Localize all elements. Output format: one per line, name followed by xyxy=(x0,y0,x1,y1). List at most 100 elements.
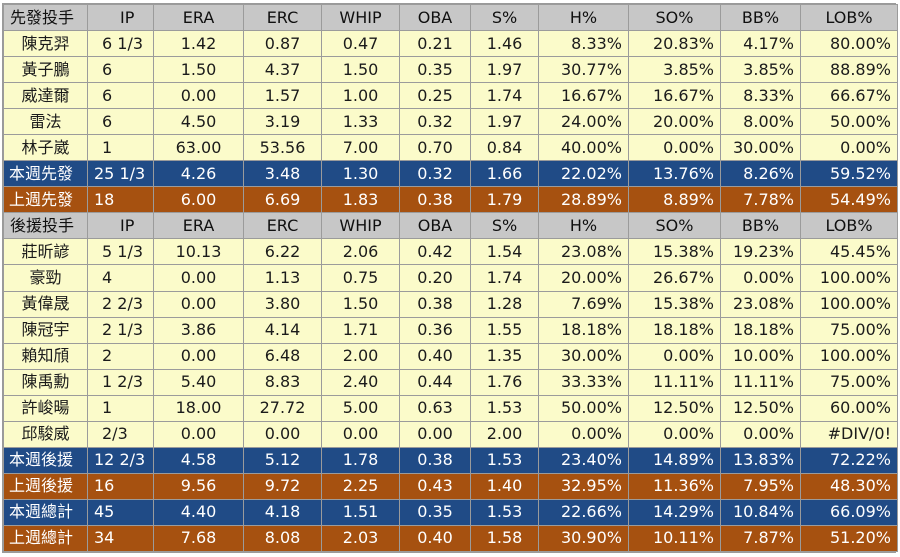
whip-cell: 2.03 xyxy=(321,524,400,553)
era-cell: 5.40 xyxy=(153,368,244,396)
name-cell: 威達爾 xyxy=(3,82,88,110)
h-pct-cell: 0.00% xyxy=(538,420,629,448)
name-cell: 黃偉晟 xyxy=(3,290,88,318)
bb-pct-cell: 8.26% xyxy=(720,160,801,188)
s-pct-cell: 1.40 xyxy=(470,472,539,500)
starter-row: 雷法 6 4.50 3.19 1.33 0.32 1.97 24.00% 20.00% 8.00%… xyxy=(3,108,898,136)
oba-cell: 0.32 xyxy=(399,108,471,136)
so-pct-cell: 0.00% xyxy=(628,420,721,448)
bb-pct-cell: 19.23% xyxy=(720,238,801,266)
header-h-pct-cell: H% xyxy=(538,3,629,32)
era-cell: 1.42 xyxy=(153,30,244,58)
reliever-row: 豪勁 4 0.00 1.13 0.75 0.20 1.74 20.00% 26.67% 0.00%… xyxy=(3,264,898,292)
bb-pct-cell: 11.11% xyxy=(720,368,801,396)
s-pct-cell: 0.84 xyxy=(470,134,539,162)
header-s-pct-cell: S% xyxy=(470,212,539,240)
starter-row: 黃子鵬 6 1.50 4.37 1.50 0.35 1.97 30.77% 3.85% 3.85%… xyxy=(3,56,898,84)
bb-pct-cell: 30.00% xyxy=(720,134,801,162)
lob-pct-cell: 59.52% xyxy=(800,160,898,188)
bb-pct-cell: 4.17% xyxy=(720,30,801,58)
oba-cell: 0.43 xyxy=(399,472,471,500)
name-cell: 陳冠宇 xyxy=(3,316,88,344)
s-pct-cell: 1.74 xyxy=(470,82,539,110)
bb-pct-cell: 10.84% xyxy=(720,498,801,526)
s-pct-cell: 1.97 xyxy=(470,108,539,136)
erc-cell: 4.18 xyxy=(243,498,322,526)
bb-pct-cell: 10.00% xyxy=(720,342,801,370)
bb-pct-cell: 12.50% xyxy=(720,394,801,422)
lob-pct-cell: 54.49% xyxy=(800,186,898,214)
era-cell: 6.00 xyxy=(153,186,244,214)
h-pct-cell: 33.33% xyxy=(538,368,629,396)
whip-cell: 1.71 xyxy=(321,316,400,344)
name-cell: 本週總計 xyxy=(3,498,88,526)
ip-cell: 1 xyxy=(87,394,154,422)
whip-cell: 0.00 xyxy=(321,420,400,448)
whip-cell: 5.00 xyxy=(321,394,400,422)
so-pct-cell: 12.50% xyxy=(628,394,721,422)
this-week-relievers-row: 本週後援 12 2/3 4.58 5.12 1.78 0.38 1.53 23.40% 14.8… xyxy=(3,446,898,474)
whip-cell: 2.40 xyxy=(321,368,400,396)
whip-cell: 1.78 xyxy=(321,446,400,474)
oba-cell: 0.42 xyxy=(399,238,471,266)
erc-cell: 9.72 xyxy=(243,472,322,500)
ip-cell: 1 xyxy=(87,134,154,162)
era-cell: 4.58 xyxy=(153,446,244,474)
header-ip-cell: IP xyxy=(87,212,154,240)
header-lob-pct-cell: LOB% xyxy=(800,212,898,240)
lob-pct-cell: 51.20% xyxy=(800,524,898,553)
whip-cell: 1.00 xyxy=(321,82,400,110)
header-oba-cell: OBA xyxy=(399,212,471,240)
s-pct-cell: 1.55 xyxy=(470,316,539,344)
whip-cell: 1.51 xyxy=(321,498,400,526)
h-pct-cell: 18.18% xyxy=(538,316,629,344)
s-pct-cell: 1.79 xyxy=(470,186,539,214)
h-pct-cell: 20.00% xyxy=(538,264,629,292)
s-pct-cell: 1.66 xyxy=(470,160,539,188)
h-pct-cell: 30.00% xyxy=(538,342,629,370)
lob-pct-cell: 66.67% xyxy=(800,82,898,110)
s-pct-cell: 1.76 xyxy=(470,368,539,396)
h-pct-cell: 28.89% xyxy=(538,186,629,214)
so-pct-cell: 18.18% xyxy=(628,316,721,344)
so-pct-cell: 11.36% xyxy=(628,472,721,500)
erc-cell: 1.57 xyxy=(243,82,322,110)
erc-cell: 4.37 xyxy=(243,56,322,84)
erc-cell: 0.00 xyxy=(243,420,322,448)
header-oba-cell: OBA xyxy=(399,3,471,32)
name-cell: 本週後援 xyxy=(3,446,88,474)
reliever-row: 莊昕諺 5 1/3 10.13 6.22 2.06 0.42 1.54 23.08% 15.38… xyxy=(3,238,898,266)
h-pct-cell: 7.69% xyxy=(538,290,629,318)
bb-pct-cell: 7.95% xyxy=(720,472,801,500)
bb-pct-cell: 8.33% xyxy=(720,82,801,110)
so-pct-cell: 10.11% xyxy=(628,524,721,553)
lob-pct-cell: 45.45% xyxy=(800,238,898,266)
whip-cell: 0.47 xyxy=(321,30,400,58)
header-lob-pct-cell: LOB% xyxy=(800,3,898,32)
s-pct-cell: 1.97 xyxy=(470,56,539,84)
lob-pct-cell: 50.00% xyxy=(800,108,898,136)
ip-cell: 2 1/3 xyxy=(87,316,154,344)
oba-cell: 0.21 xyxy=(399,30,471,58)
erc-cell: 6.69 xyxy=(243,186,322,214)
header-so-pct-cell: SO% xyxy=(628,3,721,32)
whip-cell: 0.75 xyxy=(321,264,400,292)
whip-cell: 1.33 xyxy=(321,108,400,136)
ip-cell: 1 2/3 xyxy=(87,368,154,396)
so-pct-cell: 14.29% xyxy=(628,498,721,526)
h-pct-cell: 8.33% xyxy=(538,30,629,58)
oba-cell: 0.63 xyxy=(399,394,471,422)
ip-cell: 12 2/3 xyxy=(87,446,154,474)
h-pct-cell: 16.67% xyxy=(538,82,629,110)
oba-cell: 0.40 xyxy=(399,524,471,553)
h-pct-cell: 50.00% xyxy=(538,394,629,422)
so-pct-cell: 20.00% xyxy=(628,108,721,136)
ip-cell: 6 1/3 xyxy=(87,30,154,58)
whip-cell: 1.30 xyxy=(321,160,400,188)
bb-pct-cell: 0.00% xyxy=(720,420,801,448)
starter-row: 威達爾 6 0.00 1.57 1.00 0.25 1.74 16.67% 16.67% 8.33… xyxy=(3,82,898,110)
bb-pct-cell: 23.08% xyxy=(720,290,801,318)
this-week-starters-row: 本週先發 25 1/3 4.26 3.48 1.30 0.32 1.66 22.02% 13.7… xyxy=(3,160,898,188)
bb-pct-cell: 13.83% xyxy=(720,446,801,474)
header-whip-cell: WHIP xyxy=(321,3,400,32)
